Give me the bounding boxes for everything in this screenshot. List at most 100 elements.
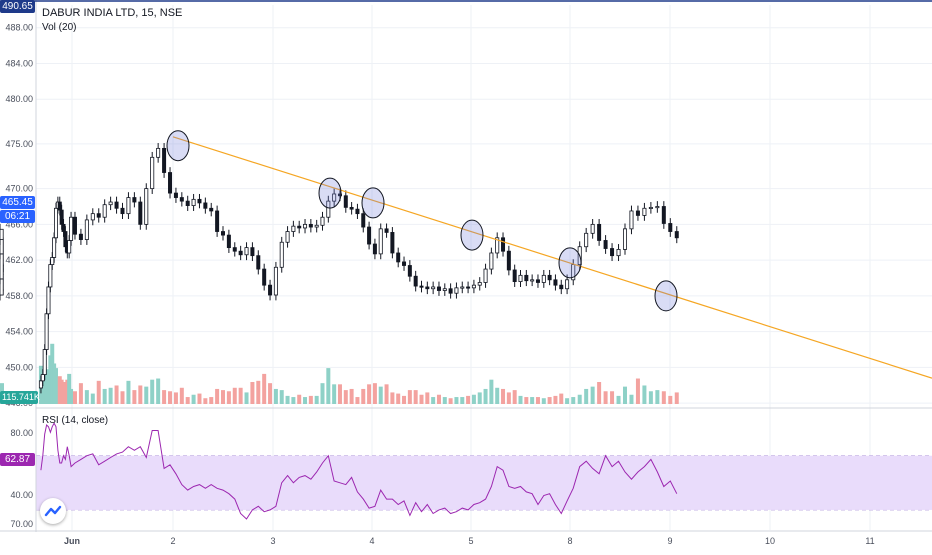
- volume-bar: [355, 397, 360, 404]
- volume-bar: [367, 384, 372, 404]
- time-tick-label: 10: [765, 536, 775, 546]
- candle-body: [114, 201, 119, 209]
- logo-mark-icon: [44, 505, 62, 517]
- candle-body: [48, 264, 53, 288]
- candle-body: [367, 226, 372, 245]
- volume-bar: [436, 394, 441, 404]
- candle-body: [535, 279, 540, 283]
- volume-bar: [610, 391, 615, 404]
- price-tick-label: 480.00: [5, 94, 33, 104]
- price-tick-label: 488.00: [5, 23, 33, 33]
- swing-marker: [166, 130, 190, 162]
- tradingview-logo[interactable]: [40, 498, 66, 524]
- candle-body: [460, 286, 465, 289]
- volume-bar: [250, 382, 255, 404]
- candle-body: [162, 147, 167, 173]
- candle-body: [273, 266, 278, 296]
- candle-body: [215, 210, 220, 232]
- volume-bar: [197, 393, 202, 404]
- candle-body: [489, 252, 494, 270]
- candle-body: [431, 286, 436, 290]
- volume-bar: [390, 392, 395, 404]
- axes: [0, 0, 932, 532]
- volume-bar: [90, 393, 95, 404]
- candle-body: [616, 249, 621, 257]
- volume-bar: [179, 387, 184, 404]
- candle-body: [203, 202, 208, 209]
- volume-bar: [256, 380, 261, 404]
- volume-bar: [547, 397, 552, 404]
- volume-bar: [156, 378, 161, 404]
- candle-body: [262, 268, 267, 286]
- candle-body: [530, 279, 535, 282]
- candle-body: [291, 225, 296, 232]
- volume-bar: [238, 387, 243, 404]
- volume-bar: [518, 395, 523, 404]
- candle-body: [584, 232, 589, 248]
- volume-bar: [571, 397, 576, 404]
- candle-body: [332, 193, 337, 202]
- price-tick-label: 458.00: [5, 291, 33, 301]
- volume-bar: [629, 394, 634, 404]
- candle-body: [661, 206, 666, 224]
- swing-markers: [166, 130, 678, 312]
- volume-bar: [126, 380, 131, 404]
- volume-bar: [442, 397, 447, 404]
- candle-body: [477, 282, 482, 286]
- time-tick-label: Jun: [64, 536, 80, 546]
- price-tick-label: 466.00: [5, 219, 33, 229]
- rsi-axis-labels: 80.00 40.00 70.00: [10, 428, 33, 529]
- candle-body: [466, 286, 471, 289]
- volume-bar: [285, 395, 290, 404]
- volume-bar: [603, 391, 608, 404]
- swing-marker: [558, 247, 582, 279]
- candle-body: [132, 197, 137, 203]
- candle-body: [78, 233, 83, 240]
- volume-bar: [69, 388, 74, 404]
- volume-bar: [448, 398, 453, 404]
- volume-bar: [616, 395, 621, 404]
- volume-bar: [584, 388, 589, 404]
- volume-bar: [471, 394, 476, 404]
- candle-body: [90, 213, 95, 221]
- candle-body: [355, 208, 360, 215]
- volume-bar: [635, 378, 640, 404]
- rsi-legend: RSI (14, close): [42, 415, 109, 426]
- volume-bar: [138, 385, 143, 404]
- candle-body: [232, 247, 237, 252]
- swing-marker: [318, 177, 342, 209]
- candle-body: [668, 223, 673, 232]
- swing-marker: [361, 187, 385, 219]
- volume-bar: [483, 388, 488, 404]
- candle-body: [590, 223, 595, 234]
- candle-body: [655, 206, 660, 209]
- candle-body: [268, 284, 273, 296]
- price-tick-label: 475.00: [5, 139, 33, 149]
- rsi-tick-label: 40.00: [10, 490, 33, 500]
- candle-body: [436, 286, 441, 291]
- trend-line: [172, 136, 932, 379]
- candle-body: [396, 252, 401, 263]
- candle-body: [238, 250, 243, 256]
- volume-bar: [361, 388, 366, 404]
- volume-bar: [332, 384, 337, 404]
- rsi-tick-label: 80.00: [10, 428, 33, 438]
- time-tick-label: 9: [667, 536, 672, 546]
- candle-body: [524, 274, 529, 282]
- volume-bar: [506, 392, 511, 404]
- candle-body: [384, 228, 389, 233]
- candle-body: [610, 248, 615, 257]
- candle-body: [156, 147, 161, 158]
- candle-body: [220, 231, 225, 236]
- volume-bar: [273, 388, 278, 404]
- candle-body: [337, 193, 342, 197]
- volume-bar: [78, 383, 83, 404]
- volume-bar: [454, 397, 459, 404]
- candle-body: [448, 288, 453, 294]
- candle-body: [506, 250, 511, 271]
- volume-bar: [326, 368, 331, 404]
- swing-marker: [460, 219, 484, 251]
- volume-bar: [191, 394, 196, 404]
- price-tick-label: 450.00: [5, 362, 33, 372]
